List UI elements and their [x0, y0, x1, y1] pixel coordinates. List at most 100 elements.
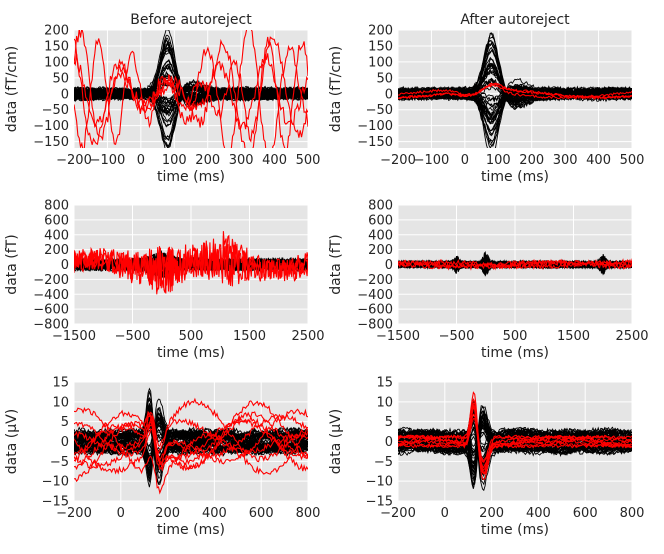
y-tick-label: −600 — [357, 303, 393, 318]
x-tick-label: 200 — [195, 153, 220, 168]
y-tick-label: 100 — [368, 55, 393, 70]
traces — [398, 32, 632, 148]
y-tick-label: 800 — [44, 199, 69, 214]
x-tick-label: 800 — [620, 506, 645, 521]
y-tick-label: −10 — [366, 475, 393, 490]
x-tick-label: −200 — [380, 153, 416, 168]
bad-channel-trace — [74, 411, 308, 471]
y-axis-label: data (fT/cm) — [328, 46, 344, 132]
y-tick-label: −400 — [357, 288, 393, 303]
x-tick-label: −1500 — [376, 329, 420, 344]
y-tick-label: −10 — [42, 475, 69, 490]
y-tick-label: 400 — [44, 228, 69, 243]
bad-channel-trace — [74, 30, 308, 148]
subplot-3: −1500 −500 500 1500 2500 −800−600−400−2000200… — [4, 199, 325, 362]
bad-channel-trace — [74, 408, 308, 475]
y-axis-label: data (μV) — [328, 409, 344, 474]
x-tick-label: −100 — [414, 153, 450, 168]
y-tick-label: 10 — [52, 395, 69, 410]
good-channel-trace — [74, 42, 308, 106]
x-tick-label: 2500 — [615, 329, 648, 344]
y-tick-label: −15 — [366, 495, 393, 510]
x-tick-label: −200 — [380, 506, 416, 521]
x-axis-label: time (ms) — [481, 522, 549, 538]
good-channel-trace — [74, 416, 308, 473]
y-tick-label: −800 — [33, 318, 69, 333]
y-tick-label: 50 — [376, 71, 393, 86]
y-tick-label: 200 — [44, 243, 69, 258]
x-tick-label: 500 — [503, 329, 528, 344]
x-tick-label: 300 — [229, 153, 254, 168]
bad-channel-trace — [74, 397, 308, 463]
x-axis-label: time (ms) — [157, 345, 225, 361]
bad-channel-trace — [74, 234, 308, 295]
y-axis-label: data (fT) — [4, 234, 20, 294]
y-tick-label: 150 — [368, 39, 393, 54]
good-channel-trace — [74, 418, 308, 456]
y-tick-label: −50 — [366, 103, 393, 118]
y-tick-label: 400 — [368, 228, 393, 243]
bad-channel-trace — [74, 36, 308, 148]
x-tick-label: −500 — [439, 329, 475, 344]
y-tick-label: 100 — [44, 55, 69, 70]
x-tick-label: −500 — [115, 329, 151, 344]
y-tick-label: −100 — [357, 119, 393, 134]
y-tick-label: 0 — [61, 87, 69, 102]
x-tick-label: 400 — [202, 506, 227, 521]
x-tick-label: 200 — [519, 153, 544, 168]
subplot-1: −200−100 0 100 200 300 400 500−150−100−5005010… — [4, 12, 320, 185]
x-tick-label: 800 — [296, 506, 321, 521]
x-tick-label: −1500 — [52, 329, 96, 344]
subplot-4: −1500 −500 500 1500 2500 −800−600−400−2000200… — [328, 199, 649, 362]
y-tick-label: 15 — [376, 376, 393, 391]
y-tick-label: −50 — [42, 103, 69, 118]
x-tick-label: 200 — [479, 506, 504, 521]
x-axis-label: time (ms) — [157, 169, 225, 185]
y-tick-label: −200 — [357, 273, 393, 288]
y-tick-label: 5 — [61, 415, 69, 430]
y-axis-label: data (μV) — [4, 409, 20, 474]
y-tick-label: 200 — [368, 24, 393, 39]
y-tick-label: −150 — [33, 135, 69, 150]
x-tick-label: −100 — [90, 153, 126, 168]
y-tick-label: −5 — [50, 455, 69, 470]
x-tick-label: 0 — [117, 506, 125, 521]
x-tick-label: −200 — [56, 153, 92, 168]
bad-channel-trace — [74, 413, 308, 469]
subplot-title: Before autoreject — [130, 12, 252, 28]
y-tick-label: 600 — [368, 213, 393, 228]
traces — [74, 387, 308, 495]
x-tick-label: 400 — [526, 506, 551, 521]
y-tick-label: 0 — [61, 435, 69, 450]
bad-channel-trace — [398, 82, 632, 100]
bad-channel-trace — [398, 404, 632, 464]
x-tick-label: 0 — [137, 153, 145, 168]
x-tick-label: 0 — [461, 153, 469, 168]
y-tick-label: 0 — [61, 258, 69, 273]
y-tick-label: 0 — [385, 258, 393, 273]
y-tick-label: 200 — [44, 24, 69, 39]
bad-channel-trace — [398, 83, 632, 100]
good-channel-trace — [74, 86, 308, 101]
y-tick-label: 10 — [376, 395, 393, 410]
x-tick-label: 0 — [441, 506, 449, 521]
x-tick-label: 2500 — [291, 329, 324, 344]
y-tick-label: 150 — [44, 39, 69, 54]
y-tick-label: −400 — [33, 288, 69, 303]
subplot-title: After autoreject — [460, 12, 570, 28]
x-tick-label: 1500 — [233, 329, 266, 344]
x-tick-label: 500 — [620, 153, 645, 168]
x-tick-label: 400 — [586, 153, 611, 168]
good-channel-trace — [398, 62, 632, 106]
traces — [74, 231, 308, 295]
bad-channel-trace — [74, 400, 308, 483]
y-tick-label: −5 — [374, 455, 393, 470]
x-tick-label: 1500 — [557, 329, 590, 344]
bad-channel-trace — [74, 414, 308, 455]
x-axis-label: time (ms) — [481, 169, 549, 185]
y-tick-label: 200 — [368, 243, 393, 258]
y-axis-label: data (fT) — [328, 234, 344, 294]
y-tick-label: −15 — [42, 495, 69, 510]
traces — [398, 391, 632, 492]
